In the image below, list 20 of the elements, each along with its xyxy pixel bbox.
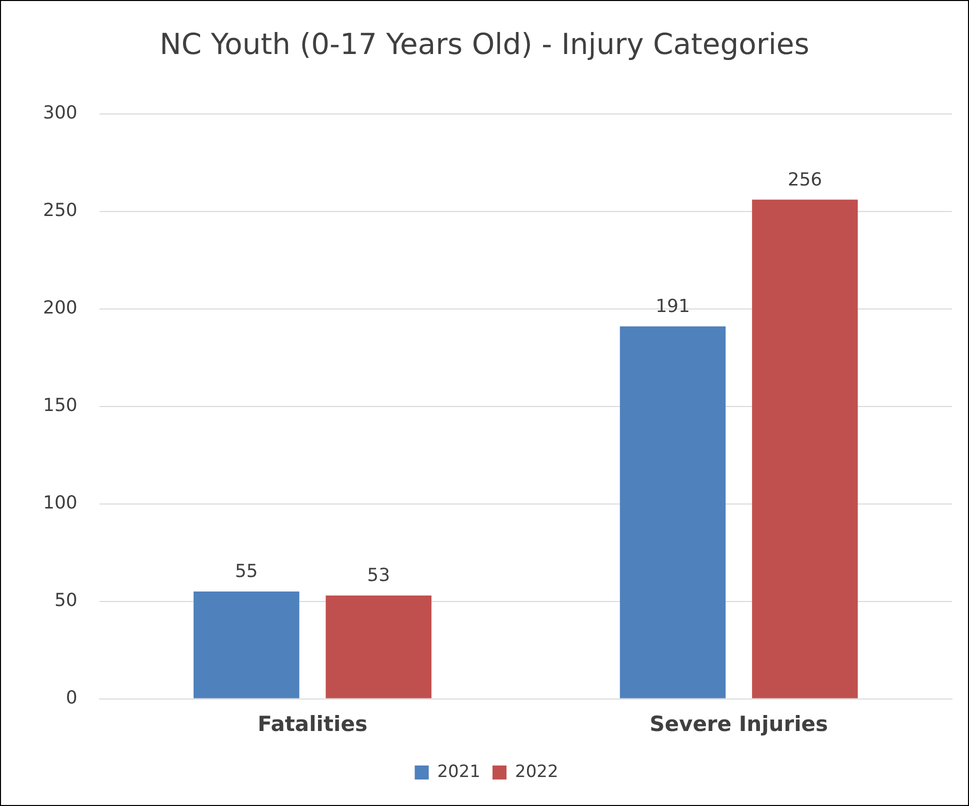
y-tick-label: 50 <box>54 590 78 611</box>
data-label: 191 <box>656 296 690 318</box>
bar <box>620 326 726 698</box>
y-tick-label: 250 <box>42 200 78 221</box>
chart-title: NC Youth (0-17 Years Old) - Injury Categories <box>158 27 810 61</box>
y-tick-label: 100 <box>42 492 78 514</box>
y-tick-label: 200 <box>42 297 78 318</box>
bar <box>752 200 858 698</box>
legend-label: 2021 <box>437 762 480 782</box>
y-tick-label: 150 <box>42 394 78 416</box>
legend-label: 2022 <box>515 762 558 782</box>
data-label: 55 <box>234 561 258 582</box>
x-tick-label: Fatalities <box>258 712 368 736</box>
bar <box>194 592 300 698</box>
y-tick-label: 0 <box>66 687 78 708</box>
x-tick-label: Severe Injuries <box>650 712 828 736</box>
y-tick-label: 300 <box>42 102 78 124</box>
data-label: 256 <box>788 169 822 190</box>
data-label: 53 <box>367 565 390 586</box>
bar <box>326 595 432 698</box>
